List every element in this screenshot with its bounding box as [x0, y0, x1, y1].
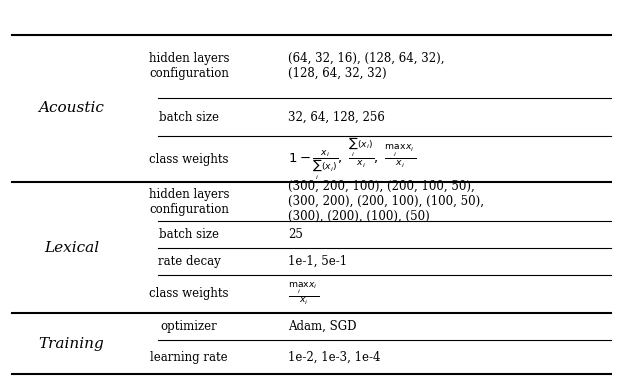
- Text: class weights: class weights: [149, 287, 229, 300]
- Text: Acoustic: Acoustic: [38, 101, 104, 116]
- Text: $1 - \frac{x_i}{\sum_i(x_i)},\ \frac{\sum_i(x_i)}{x_i},\ \frac{\max_i x_i}{x_i}$: $1 - \frac{x_i}{\sum_i(x_i)},\ \frac{\su…: [288, 137, 417, 182]
- Text: $\frac{\max_i x_i}{x_i}$: $\frac{\max_i x_i}{x_i}$: [288, 281, 319, 307]
- Text: batch size: batch size: [159, 111, 219, 124]
- Text: batch size: batch size: [159, 228, 219, 241]
- Text: Lexical: Lexical: [44, 241, 99, 255]
- Text: learning rate: learning rate: [150, 351, 228, 364]
- Text: Training: Training: [38, 337, 104, 351]
- Text: Adam, SGD: Adam, SGD: [288, 320, 356, 333]
- Text: class weights: class weights: [149, 153, 229, 166]
- Text: hidden layers
configuration: hidden layers configuration: [149, 52, 229, 80]
- Text: (300, 200, 100), (200, 100, 50),
(300, 200), (200, 100), (100, 50),
(300), (200): (300, 200, 100), (200, 100, 50), (300, 2…: [288, 180, 484, 223]
- Text: 32, 64, 128, 256: 32, 64, 128, 256: [288, 111, 385, 124]
- Text: (64, 32, 16), (128, 64, 32),
(128, 64, 32, 32): (64, 32, 16), (128, 64, 32), (128, 64, 3…: [288, 52, 445, 80]
- Text: rate decay: rate decay: [157, 255, 221, 268]
- Text: 1e-2, 1e-3, 1e-4: 1e-2, 1e-3, 1e-4: [288, 351, 381, 364]
- Text: 1e-1, 5e-1: 1e-1, 5e-1: [288, 255, 347, 268]
- Text: optimizer: optimizer: [161, 320, 218, 333]
- Text: 25: 25: [288, 228, 303, 241]
- Text: hidden layers
configuration: hidden layers configuration: [149, 188, 229, 215]
